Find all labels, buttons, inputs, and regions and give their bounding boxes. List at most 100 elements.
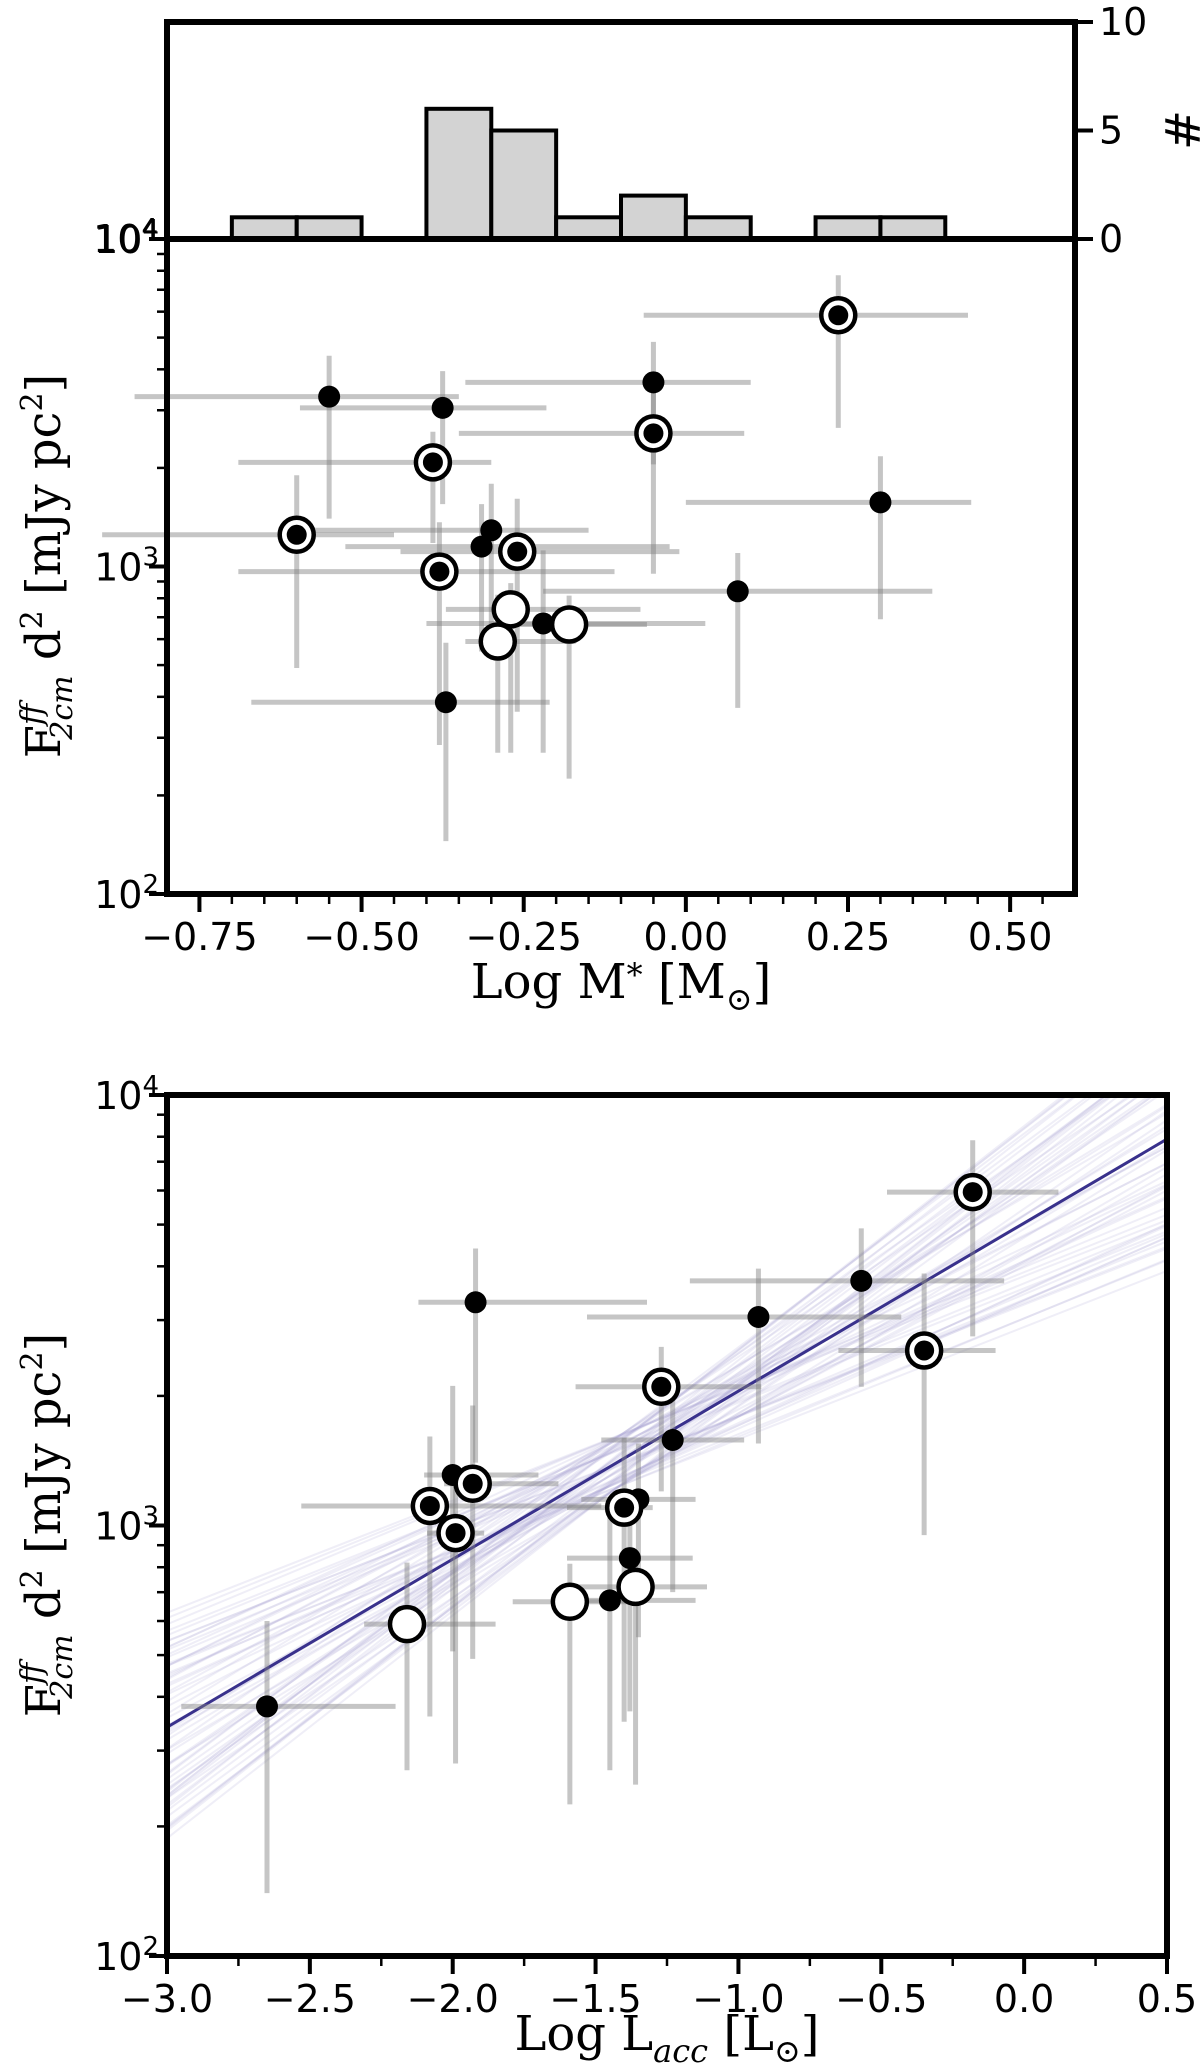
x-tick-label: 0.00 <box>644 915 729 959</box>
mass-x-axis-label: Log M* [M⊙] <box>471 954 772 1018</box>
fit-sample-line <box>167 1259 1167 1667</box>
mass-error-bars <box>102 275 972 842</box>
filled-marker <box>464 1291 487 1314</box>
x-tick-label: 0.50 <box>968 915 1053 959</box>
mass-scatter-panel: −0.75 −0.50 −0.25 0.00 0.25 0.50 102 103 104 Lo… <box>15 215 1078 1018</box>
filled-marker <box>532 612 555 635</box>
mass-histogram-panel: 0 5 10 # 104 <box>93 0 1200 261</box>
accretion-x-ticks: −3.0 −2.5 −2.0 −1.5 −1.0 −0.5 0.0 0.5 <box>121 1956 1197 2021</box>
ringed-marker-center <box>419 1495 440 1516</box>
fit-sample-line <box>167 1095 1156 1818</box>
fit-sample-line <box>167 1095 1153 1766</box>
ringed-marker-center <box>429 561 450 582</box>
ringed-marker-center <box>651 1376 672 1397</box>
histogram-y-tick-label: 0 <box>1099 217 1123 261</box>
histogram-bar <box>489 128 559 241</box>
open-marker <box>616 1567 655 1607</box>
accretion-data-points <box>256 1172 992 1718</box>
filled-marker <box>618 1547 641 1570</box>
histogram-bar <box>813 215 883 242</box>
histogram-bar <box>619 193 688 242</box>
open-marker <box>549 605 589 644</box>
open-marker <box>387 1604 427 1644</box>
histogram-bar <box>878 215 948 242</box>
fit-sample-line <box>167 1236 1167 1677</box>
filled-marker <box>869 491 892 514</box>
ringed-marker-center <box>445 1523 466 1544</box>
ringed-marker-center <box>422 452 443 473</box>
ringed-marker-center <box>828 305 849 326</box>
fit-sample-line <box>167 1105 1167 1730</box>
fit-sample-line <box>167 1223 1167 1637</box>
mass-data-points <box>277 296 892 714</box>
histogram-bar <box>554 215 624 242</box>
histogram-bar <box>424 106 494 241</box>
filled-marker <box>318 385 341 408</box>
fit-sample-line <box>167 1197 1167 1656</box>
x-tick-label: −0.5 <box>835 1977 927 2021</box>
fit-sample-line <box>167 1206 1167 1626</box>
histogram-y-tick-label: 5 <box>1099 109 1123 153</box>
fit-sample-line <box>167 1119 1167 1790</box>
y-tick-label: 103 <box>94 543 159 590</box>
fit-sample-line <box>167 1180 1167 1649</box>
mass-plot-frame <box>164 236 1078 897</box>
accretion-y-ticks: 102 103 104 <box>94 1071 167 1979</box>
filled-marker <box>747 1306 770 1329</box>
open-marker <box>478 622 518 661</box>
fit-sample-line <box>167 1195 1167 1649</box>
fit-sample-line <box>167 1095 1142 1827</box>
fit-sample-line <box>167 1103 1167 1715</box>
filled-marker <box>642 371 665 394</box>
fit-sample-line <box>167 1184 1167 1727</box>
ringed-marker-center <box>507 541 528 562</box>
mass-y-axis-label: Fff2cm d2 [mJy pc2] <box>15 374 80 759</box>
open-marker <box>491 590 530 629</box>
y-tick-label: 102 <box>94 1932 159 1979</box>
mass-y-ticks: 102 103 104 <box>94 215 167 917</box>
x-tick-label: −0.75 <box>141 915 257 959</box>
filled-marker <box>480 519 503 542</box>
fit-sample-line <box>167 1112 1167 1703</box>
ringed-marker-center <box>962 1182 983 1203</box>
histogram-y-label: # <box>1154 110 1200 150</box>
fit-sample-line <box>167 1095 1092 1774</box>
filled-marker <box>726 580 749 603</box>
mass-x-ticks: −0.75 −0.50 −0.25 0.00 0.25 0.50 <box>141 894 1052 959</box>
x-tick-label: −1.0 <box>692 1977 784 2021</box>
fit-sample-line <box>167 1109 1167 1800</box>
accretion-plot-frame <box>164 1092 1170 1959</box>
fit-sample-line <box>167 1095 1142 1781</box>
y-tick-label: 104 <box>94 1071 159 1118</box>
open-marker <box>550 1582 590 1622</box>
fit-sample-line <box>167 1213 1167 1620</box>
histogram-y-ticks: 0 5 10 <box>1075 0 1147 261</box>
x-tick-label: −0.25 <box>465 915 581 959</box>
fit-posterior-samples <box>167 1095 1167 1840</box>
fit-sample-line <box>167 1148 1167 1766</box>
filled-marker <box>850 1269 873 1292</box>
x-tick-label: −1.5 <box>549 1977 641 2021</box>
filled-marker <box>434 691 457 714</box>
fit-sample-line <box>167 1236 1167 1685</box>
fit-sample-line <box>167 1258 1167 1675</box>
filled-marker <box>661 1428 684 1451</box>
x-tick-label: −2.5 <box>264 1977 356 2021</box>
fit-sample-line <box>167 1269 1167 1665</box>
y-tick-label: 104 <box>94 215 159 262</box>
ringed-marker-center <box>643 423 664 444</box>
fit-sample-line <box>167 1219 1167 1614</box>
histogram-y-tick-label: 10 <box>1099 0 1147 44</box>
x-tick-label: −3.0 <box>121 1977 213 2021</box>
fit-sample-line <box>167 1095 1162 1767</box>
x-tick-label: 0.0 <box>994 1977 1054 2021</box>
accretion-y-axis-label: Fff2cm d2 [mJy pc2] <box>15 1333 80 1718</box>
histogram-bars <box>229 106 948 242</box>
x-tick-label: 0.5 <box>1137 1977 1197 2021</box>
fit-sample-line <box>167 1173 1167 1734</box>
accretion-x-axis-label: Log Lacc [L⊙] <box>515 2006 820 2069</box>
filled-marker <box>431 396 454 419</box>
fit-sample-line <box>167 1095 1096 1799</box>
filled-marker <box>256 1695 278 1718</box>
